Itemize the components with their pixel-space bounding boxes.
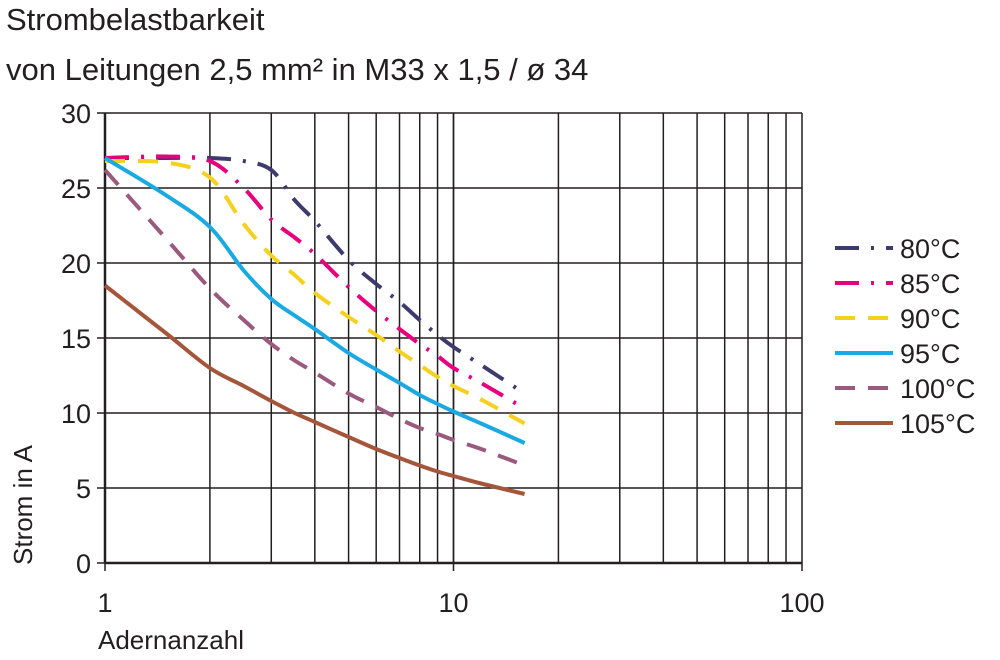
chart-title: Strombelastbarkeit — [6, 2, 265, 37]
series-line-100c — [103, 168, 526, 468]
x-tick-label-1: 1 — [97, 588, 112, 618]
legend-label-0: 80°C — [900, 234, 960, 264]
series-lines — [103, 154, 526, 496]
y-tick-label-30: 30 — [61, 99, 91, 129]
x-axis-label: Adernanzahl — [98, 625, 244, 655]
legend-label-2: 90°C — [900, 304, 960, 334]
y-tick-label-5: 5 — [76, 474, 91, 504]
legend: 80°C 85°C 90°C 95°C 100°C 105°C — [835, 234, 975, 439]
y-tick-label-10: 10 — [61, 399, 91, 429]
series-line-85c — [104, 154, 526, 411]
x-tick-label-10: 10 — [438, 588, 468, 618]
y-tick-label-25: 25 — [61, 174, 91, 204]
y-axis-label: Strom in A — [8, 444, 38, 565]
y-tick-label-20: 20 — [61, 249, 91, 279]
legend-label-3: 95°C — [900, 339, 960, 369]
series-line-90c — [104, 158, 526, 426]
y-tick-label-15: 15 — [61, 324, 91, 354]
legend-label-1: 85°C — [900, 269, 960, 299]
y-tick-label-0: 0 — [76, 549, 91, 579]
series-line-80c — [104, 155, 526, 396]
tick-labels: 0 5 10 15 20 25 30 1 10 100 — [61, 99, 825, 618]
series-line-105c — [103, 283, 526, 496]
legend-label-5: 105°C — [900, 409, 975, 439]
chart-subtitle: von Leitungen 2,5 mm² in M33 x 1,5 / ø 3… — [6, 52, 589, 87]
x-tick-label-100: 100 — [779, 588, 824, 618]
series-line-95c — [103, 156, 526, 445]
legend-label-4: 100°C — [900, 374, 975, 404]
